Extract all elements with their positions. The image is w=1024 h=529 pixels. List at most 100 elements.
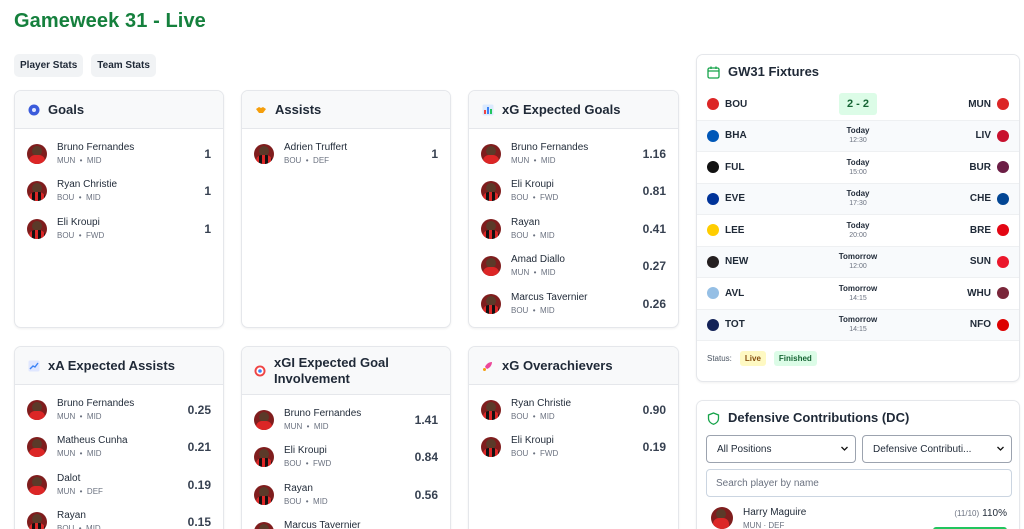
fixture-row[interactable]: EVE Today 17:30 CHE — [697, 183, 1019, 215]
finished-badge: Finished — [773, 351, 817, 366]
metric-select[interactable]: Defensive Contributi... — [862, 435, 1012, 463]
xa-list: Bruno Fernandes MUN • MID 0.25 Matheus Cunh… — [15, 385, 223, 529]
fixture-row[interactable]: AVL Tomorrow 14:15 WHU — [697, 278, 1019, 310]
separator-dot: • — [302, 421, 314, 431]
home-team-name: AVL — [725, 287, 745, 299]
position-select[interactable]: All Positions — [706, 435, 856, 463]
avatar — [481, 256, 501, 277]
fixture-info: Tomorrow 14:15 — [767, 284, 949, 303]
player-position: MID — [86, 155, 102, 165]
home-crest-icon — [707, 224, 719, 237]
home-team: LEE — [707, 224, 767, 237]
stat-value: 0.81 — [642, 184, 666, 199]
away-team: SUN — [949, 255, 1009, 268]
fixture-day: Tomorrow — [838, 283, 878, 293]
home-team-name: BHA — [725, 130, 747, 142]
fixture-row[interactable]: FUL Today 15:00 BUR — [697, 152, 1019, 184]
stat-value: 0.84 — [414, 450, 438, 465]
stat-value: 1 — [204, 146, 211, 161]
fixture-row[interactable]: TOT Tomorrow 14:15 NFO — [697, 309, 1019, 341]
player-search-input[interactable]: Search player by name — [706, 469, 1012, 497]
player-meta: MUN • MID — [57, 411, 188, 422]
player-row[interactable]: Eli Kroupi BOU • FWD 0.84 — [254, 439, 438, 477]
stat-value: 0.19 — [187, 477, 211, 492]
player-row[interactable]: Adrien Truffert BOU • DEF 1 — [254, 135, 438, 173]
player-row[interactable]: Eli Kroupi BOU • FWD 0.19 — [481, 429, 666, 467]
home-crest-icon — [707, 192, 719, 205]
xgi-list: Bruno Fernandes MUN • MID 1.41 Eli Kroupi BO… — [242, 395, 450, 529]
away-team-name: NFO — [969, 319, 991, 331]
player-name: Bruno Fernandes — [511, 141, 589, 153]
player-row[interactable]: Amad Diallo MUN • MID 0.27 — [481, 248, 666, 286]
player-row[interactable]: Rayan BOU • MID 0.41 — [481, 210, 666, 248]
player-row[interactable]: Rayan BOU • MID 0.56 — [254, 476, 438, 514]
player-name: Eli Kroupi — [284, 445, 327, 457]
home-crest-icon — [707, 287, 719, 300]
player-name: Rayan — [284, 482, 313, 494]
player-row[interactable]: Dalot MUN • DEF 0.19 — [27, 466, 211, 504]
target-icon — [254, 364, 266, 377]
player-position: DEF — [86, 486, 103, 496]
fixture-row[interactable]: BOU 2 - 2 MUN — [697, 89, 1019, 121]
fixture-time: 17:30 — [849, 200, 867, 208]
player-team: MUN — [57, 155, 76, 165]
fixture-row[interactable]: LEE Today 20:00 BRE — [697, 215, 1019, 247]
separator-dot: • — [528, 305, 541, 315]
player-team: BOU — [511, 193, 529, 203]
handshake-icon — [254, 103, 267, 116]
player-row[interactable]: Eli Kroupi BOU • FWD 0.81 — [481, 173, 666, 211]
avatar — [27, 181, 47, 202]
player-position: MID — [313, 496, 328, 506]
fixture-list: BOU 2 - 2 MUN BHA Today 12:30 LIV FUL Today 15:00… — [697, 89, 1019, 341]
avatar — [27, 399, 47, 420]
tab-player-stats[interactable]: Player Stats — [14, 54, 84, 77]
defensive-contributions-card: Defensive Contributions (DC) All Positio… — [696, 400, 1020, 529]
player-row[interactable]: Bruno Fernandes MUN • MID 1.16 — [481, 135, 666, 173]
avatar — [254, 522, 274, 529]
player-row[interactable]: Matheus Cunha MUN • MID 0.21 — [27, 429, 211, 467]
live-badge: Live — [739, 351, 766, 366]
dc-progress-bar — [933, 527, 1007, 529]
player-row[interactable]: Bruno Fernandes MUN • MID 1.41 — [254, 401, 438, 439]
dc-percent: 110% — [982, 508, 1007, 519]
home-team-name: FUL — [725, 161, 745, 173]
fixture-row[interactable]: BHA Today 12:30 LIV — [697, 120, 1019, 152]
player-position: MID — [540, 155, 556, 165]
player-row[interactable]: Bruno Fernandes MUN • MID 1 — [27, 135, 211, 173]
page-title: Gameweek 31 - Live — [14, 10, 206, 32]
away-team: LIV — [949, 129, 1009, 142]
avatar — [711, 507, 733, 529]
player-row[interactable]: Ryan Christie BOU • MID 0.90 — [481, 391, 666, 429]
separator-dot: • — [75, 155, 87, 165]
player-position: MID — [540, 230, 555, 240]
player-meta: MUN • MID — [284, 421, 415, 432]
trend-chart-icon — [27, 359, 40, 372]
stat-value: 0.90 — [642, 402, 666, 417]
separator-dot: • — [528, 230, 541, 240]
player-row[interactable]: Rayan BOU • MID 0.15 — [27, 504, 211, 529]
player-position: MID — [86, 449, 102, 459]
player-row[interactable]: Marcus Tavernier BOU • MID 0.26 — [481, 285, 666, 323]
fixture-row[interactable]: NEW Tomorrow 12:00 SUN — [697, 246, 1019, 278]
home-crest-icon — [707, 129, 719, 142]
player-team: BOU — [511, 305, 529, 315]
player-position: MID — [313, 421, 329, 431]
card-header: xGI Expected Goal Involvement — [242, 347, 450, 395]
stat-value: 1 — [204, 184, 211, 199]
avatar — [254, 447, 274, 468]
avatar — [481, 143, 501, 164]
stat-value: 1 — [204, 221, 211, 236]
fixtures-card: GW31 Fixtures BOU 2 - 2 MUN BHA Today 12:30 LI… — [696, 54, 1020, 382]
fixture-time: 20:00 — [849, 231, 867, 239]
away-team: BRE — [949, 224, 1009, 237]
away-team-name: LIV — [975, 130, 991, 142]
separator-dot: • — [301, 459, 314, 469]
avatar — [254, 484, 274, 505]
player-row[interactable]: Ryan Christie BOU • MID 1 — [27, 173, 211, 211]
player-row[interactable]: Bruno Fernandes MUN • MID 0.25 — [27, 391, 211, 429]
player-position: MID — [86, 524, 101, 529]
player-name: Harry Maguire — [743, 507, 807, 518]
player-row[interactable]: Eli Kroupi BOU • FWD 1 — [27, 210, 211, 248]
tab-team-stats[interactable]: Team Stats — [91, 54, 156, 77]
